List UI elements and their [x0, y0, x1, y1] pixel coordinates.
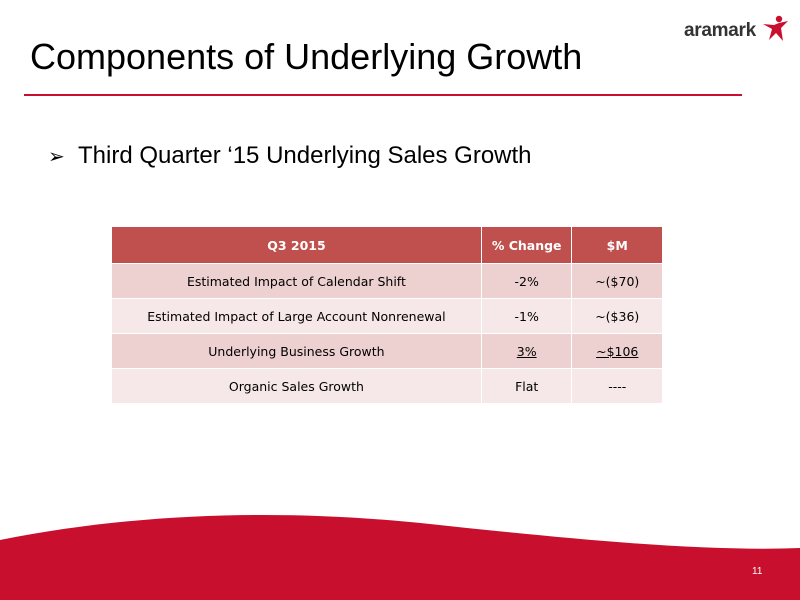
table-row: Estimated Impact of Calendar Shift -2% ~…: [111, 263, 663, 299]
row-amount: ----: [571, 368, 663, 404]
growth-table: Q3 2015 % Change $M Estimated Impact of …: [111, 226, 663, 404]
row-amount: ~($36): [571, 298, 663, 334]
row-percent: -1%: [480, 298, 573, 334]
aramark-star-person-icon: [763, 15, 788, 41]
header-dollars-millions: $M: [571, 226, 663, 264]
title-divider: [24, 94, 742, 96]
row-amount: ~$106: [571, 333, 663, 369]
table-row: Underlying Business Growth 3% ~$106: [111, 333, 663, 369]
header-percent-change: % Change: [480, 226, 573, 264]
table-row: Estimated Impact of Large Account Nonren…: [111, 298, 663, 334]
bullet-text: Third Quarter ‘15 Underlying Sales Growt…: [78, 142, 532, 169]
footer-wave: [0, 514, 800, 600]
bullet-point: ➢ Third Quarter ‘15 Underlying Sales Grow…: [48, 142, 532, 170]
row-percent: -2%: [480, 263, 573, 299]
row-label: Estimated Impact of Calendar Shift: [111, 263, 482, 299]
slide-title: Components of Underlying Growth: [30, 36, 583, 77]
logo-text: aramark: [684, 20, 756, 41]
row-amount: ~($70): [571, 263, 663, 299]
row-label: Underlying Business Growth: [111, 333, 482, 369]
table-row: Organic Sales Growth Flat ----: [111, 368, 663, 404]
row-percent: Flat: [480, 368, 573, 404]
row-percent: 3%: [480, 333, 573, 369]
arrow-bullet-icon: ➢: [48, 146, 65, 168]
row-label: Estimated Impact of Large Account Nonren…: [111, 298, 482, 334]
header-period: Q3 2015: [111, 226, 482, 264]
row-label: Organic Sales Growth: [111, 368, 482, 404]
row-percent-value: 3%: [516, 343, 537, 359]
page-number: 11: [752, 566, 763, 577]
row-amount-value: ~$106: [596, 343, 639, 359]
table-header-row: Q3 2015 % Change $M: [111, 226, 663, 264]
aramark-logo: aramark: [684, 14, 794, 44]
